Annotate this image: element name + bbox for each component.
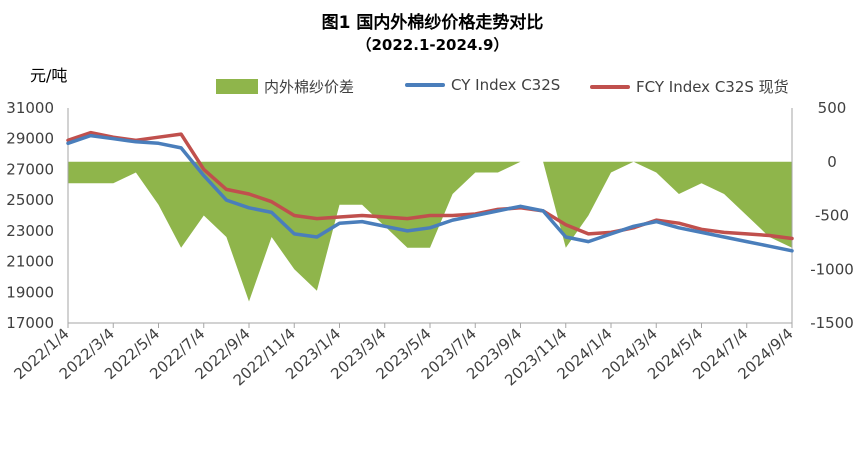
y-right-tick-label: 0	[827, 153, 837, 171]
y-right-tick-label: -1500	[810, 314, 854, 332]
y-left-tick-label: 27000	[6, 160, 54, 178]
y-right-tick-label: 500	[818, 99, 847, 117]
chart-title: 图1 国内外棉纱价格走势对比	[321, 13, 544, 33]
legend-swatch-cy	[405, 83, 445, 87]
legend-label-cy: CY Index C32S	[451, 76, 561, 94]
legend-swatch-fcy	[590, 84, 630, 89]
y-axis-unit-label: 元/吨	[30, 66, 68, 85]
spread-area	[68, 161, 792, 302]
legend-item-cy: CY Index C32S	[405, 76, 560, 94]
y-left-tick-label: 17000	[6, 314, 54, 332]
fcy-index-line	[66, 130, 794, 241]
legend-item-fcy: FCY Index C32S 现货	[590, 76, 789, 97]
y-left-tick-label: 23000	[6, 222, 54, 240]
y-left-tick-label: 31000	[6, 99, 54, 117]
y-left-tick-label: 29000	[6, 130, 54, 148]
y-left-tick-label: 19000	[6, 283, 54, 301]
legend-label-fcy: FCY Index C32S 现货	[636, 78, 789, 96]
y-left-tick-label: 21000	[6, 253, 54, 271]
legend-swatch-spread	[216, 79, 258, 94]
y-left-tick-label: 25000	[6, 191, 54, 209]
y-right-tick-label: -1000	[810, 260, 854, 278]
chart-subtitle: （2022.1-2024.9）	[356, 36, 509, 54]
y-right-tick-label: -500	[815, 207, 849, 225]
legend-item-spread: 内外棉纱价差	[216, 76, 354, 97]
legend-label-spread: 内外棉纱价差	[264, 78, 355, 96]
cy-index-line	[66, 133, 794, 253]
